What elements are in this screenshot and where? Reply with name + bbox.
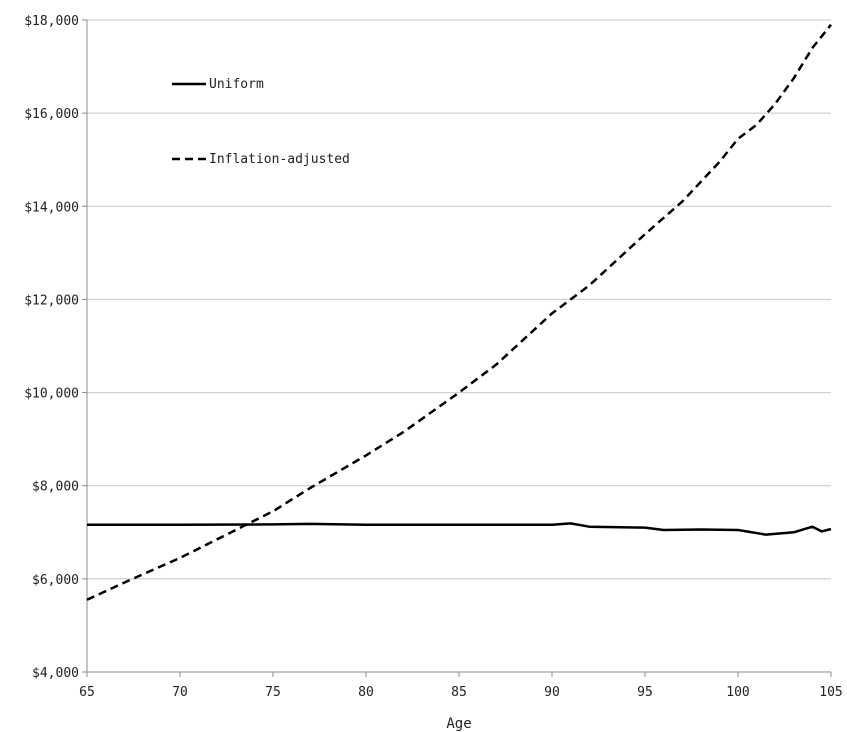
x-tick-label: 65 [79,685,95,700]
y-tick-label: $18,000 [24,14,79,29]
x-tick-label: 75 [265,685,281,700]
x-tick-label: 70 [172,685,188,700]
legend-label-uniform: Uniform [209,77,264,92]
y-axis-ticks: $4,000 $6,000 $8,000 $10,000 $12,000 $14,000 $… [24,14,87,681]
series-line-inflation-adjusted [86,23,832,601]
y-tick-label: $10,000 [24,387,79,402]
x-tick-label: 100 [726,685,749,700]
x-tick-label: 95 [637,685,653,700]
x-axis-title: Age [446,716,471,732]
y-tick-label: $16,000 [24,107,79,122]
series-line-uniform [87,522,832,536]
x-tick-label: 85 [451,685,467,700]
series-layer [86,23,832,601]
x-axis-ticks: 65 70 75 80 85 90 95 100 105 [79,672,843,700]
x-tick-label: 105 [819,685,842,700]
x-tick-label: 90 [544,685,560,700]
y-tick-label: $6,000 [32,573,79,588]
x-tick-label: 80 [358,685,374,700]
y-tick-label: $12,000 [24,293,79,308]
y-tick-label: $4,000 [32,666,79,681]
y-tick-label: $14,000 [24,200,79,215]
legend: Uniform Inflation-adjusted [172,77,350,167]
legend-label-inflation-adjusted: Inflation-adjusted [209,152,350,167]
grid-lines [87,19,831,580]
y-tick-label: $8,000 [32,480,79,495]
